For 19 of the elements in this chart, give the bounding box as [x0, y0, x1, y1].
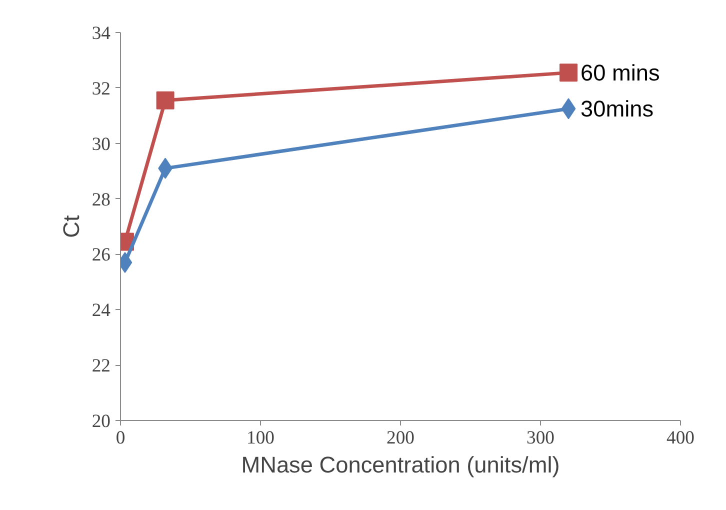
y-tick-label: 32	[92, 78, 110, 100]
point	[560, 64, 578, 82]
x-tick-label: 100	[246, 428, 274, 448]
x-axis-title: MNase Concentration (units/ml)	[241, 452, 560, 478]
x-tick-label: 300	[526, 428, 554, 448]
y-tick-label: 20	[92, 411, 110, 432]
series-label: 60 mins	[580, 60, 660, 86]
point	[156, 91, 174, 110]
y-tick-label: 28	[92, 189, 110, 210]
x-tick-label: 0	[116, 428, 126, 448]
y-tick-label: 24	[92, 300, 112, 322]
x-tick-label: 400	[666, 428, 694, 448]
y-axis-title: Ct	[58, 214, 84, 238]
y-tick-label: 30	[92, 134, 110, 155]
series-label: 30mins	[580, 96, 654, 122]
x-tick-label: 200	[386, 428, 414, 448]
y-tick-label: 34	[92, 23, 112, 44]
y-tick-label: 22	[92, 356, 110, 377]
y-tick-label: 26	[92, 244, 110, 266]
